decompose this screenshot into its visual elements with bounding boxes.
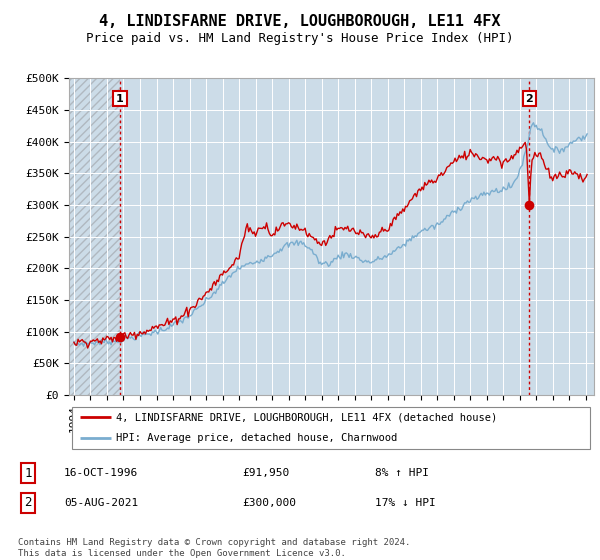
Text: £91,950: £91,950: [242, 468, 290, 478]
Text: £300,000: £300,000: [242, 498, 296, 508]
Text: 17% ↓ HPI: 17% ↓ HPI: [375, 498, 436, 508]
Text: HPI: Average price, detached house, Charnwood: HPI: Average price, detached house, Char…: [116, 433, 398, 444]
Text: 1: 1: [116, 94, 124, 104]
Text: 4, LINDISFARNE DRIVE, LOUGHBOROUGH, LE11 4FX: 4, LINDISFARNE DRIVE, LOUGHBOROUGH, LE11…: [99, 14, 501, 29]
Text: 16-OCT-1996: 16-OCT-1996: [64, 468, 138, 478]
FancyBboxPatch shape: [71, 407, 590, 449]
Text: Contains HM Land Registry data © Crown copyright and database right 2024.
This d: Contains HM Land Registry data © Crown c…: [18, 538, 410, 558]
Text: 05-AUG-2021: 05-AUG-2021: [64, 498, 138, 508]
Text: Price paid vs. HM Land Registry's House Price Index (HPI): Price paid vs. HM Land Registry's House …: [86, 32, 514, 45]
Text: 2: 2: [526, 94, 533, 104]
Text: 2: 2: [25, 497, 32, 510]
Text: 8% ↑ HPI: 8% ↑ HPI: [375, 468, 429, 478]
Text: 4, LINDISFARNE DRIVE, LOUGHBOROUGH, LE11 4FX (detached house): 4, LINDISFARNE DRIVE, LOUGHBOROUGH, LE11…: [116, 412, 497, 422]
Text: 1: 1: [25, 467, 32, 480]
